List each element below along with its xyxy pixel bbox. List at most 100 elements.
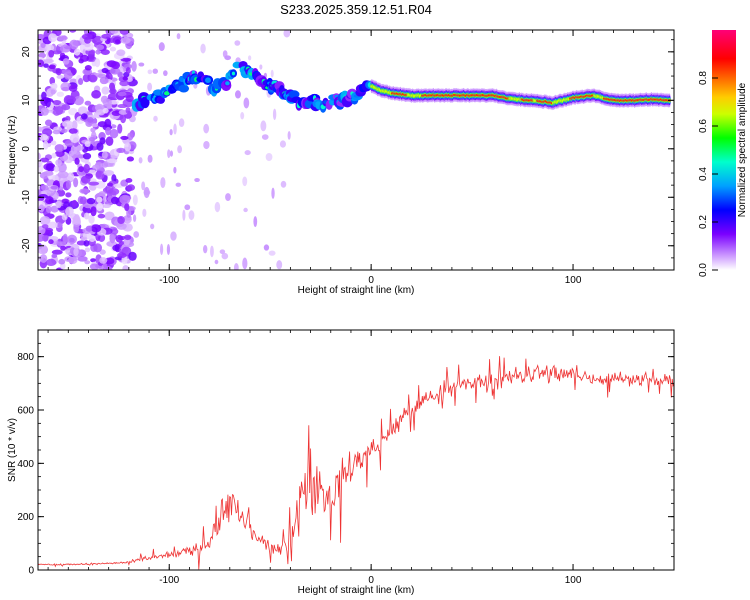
ridge-cell (156, 96, 165, 104)
noise-blob (105, 136, 114, 147)
noise-blob (101, 33, 112, 39)
noise-blob (57, 222, 63, 229)
snr-frame (37, 329, 675, 571)
noise-blob (142, 208, 147, 218)
noise-blob (53, 165, 59, 173)
noise-blob (40, 42, 46, 48)
noise-blob (233, 263, 239, 270)
noise-blob (56, 241, 67, 247)
noise-blob (68, 150, 75, 157)
noise-blob (124, 203, 130, 212)
noise-blob (69, 39, 79, 50)
noise-blob (65, 206, 74, 217)
noise-blob (214, 259, 219, 265)
noise-blob (56, 74, 65, 79)
noise-blob (99, 249, 106, 255)
noise-blob (51, 253, 58, 259)
ridge-cell (163, 91, 170, 96)
noise-blob (279, 140, 287, 148)
noise-blob (107, 182, 113, 187)
figure-title: S233.2025.359.12.51.R04 (280, 2, 432, 17)
noise-blob (78, 78, 84, 86)
noise-blob (83, 163, 90, 174)
noise-blob (96, 44, 105, 51)
noise-blob (90, 206, 97, 217)
noise-blob (219, 249, 226, 255)
noise-blob (68, 256, 78, 265)
noise-blob (202, 244, 208, 254)
noise-blob (44, 119, 53, 127)
noise-blob (259, 64, 263, 70)
noise-blob (79, 54, 89, 62)
noise-blob (85, 225, 93, 232)
noise-blob (270, 69, 274, 78)
ridge-cell (225, 81, 230, 86)
noise-blob (60, 82, 72, 92)
noise-blob (96, 142, 104, 151)
noise-blob (143, 189, 151, 196)
noise-blob (43, 58, 54, 64)
noise-blob (153, 115, 158, 122)
noise-blob (40, 107, 49, 116)
noise-blob (111, 110, 122, 117)
noise-blob (131, 60, 137, 72)
noise-blob (276, 260, 283, 270)
noise-blob (65, 115, 71, 122)
noise-blob (119, 194, 131, 205)
noise-blob (160, 177, 166, 189)
noise-blob (103, 265, 113, 270)
noise-blob (74, 157, 80, 165)
noise-blob (39, 157, 50, 163)
noise-blob (52, 100, 62, 106)
noise-blob (123, 63, 132, 70)
noise-blob (55, 106, 64, 115)
noise-blob (95, 170, 105, 180)
noise-blob (110, 30, 119, 34)
noise-blob (242, 176, 248, 187)
colorbar: 0.0 0.2 0.4 0.6 0.8 Normalized spectral ampl… (698, 30, 748, 277)
snr-ticks: -100 0 100 0 200 400 600 800 (17, 329, 675, 586)
noise-blob (222, 50, 228, 58)
noise-blob (84, 260, 91, 265)
noise-blob (47, 221, 58, 229)
noise-blob (39, 134, 49, 141)
noise-blob (147, 69, 153, 75)
noise-blob (109, 233, 116, 244)
noise-blob (73, 223, 80, 233)
noise-blob (175, 182, 182, 187)
noise-blob (109, 46, 117, 52)
noise-blob (72, 215, 81, 225)
noise-blob (173, 123, 177, 135)
noise-blob (159, 243, 164, 255)
noise-blob (101, 67, 109, 74)
noise-blob (182, 209, 186, 221)
snr-xtick-label: 100 (565, 575, 582, 586)
noise-blob (48, 49, 55, 58)
noise-blob (125, 67, 131, 74)
noise-blob (99, 76, 109, 85)
noise-blob (101, 162, 109, 168)
noise-blob (58, 258, 66, 265)
ridge-cell (178, 84, 190, 93)
noise-blob (65, 180, 72, 190)
noise-blob (200, 43, 206, 54)
noise-blob (68, 107, 78, 116)
noise-blob (260, 120, 267, 132)
noise-blob (45, 44, 55, 52)
noise-blob (51, 249, 63, 255)
noise-blob (88, 214, 95, 224)
noise-blob (110, 84, 116, 95)
noise-blob (116, 147, 126, 154)
noise-blob (163, 70, 168, 77)
noise-blob (123, 234, 132, 241)
noise-blob (138, 157, 143, 164)
noise-blob (90, 224, 102, 233)
noise-blob (45, 258, 57, 267)
noise-blob (117, 215, 125, 225)
noise-blob (59, 44, 71, 53)
noise-blob (102, 204, 111, 209)
noise-blob (45, 196, 54, 205)
noise-blob (39, 254, 48, 263)
noise-blob (184, 204, 191, 211)
noise-blob (243, 97, 250, 109)
